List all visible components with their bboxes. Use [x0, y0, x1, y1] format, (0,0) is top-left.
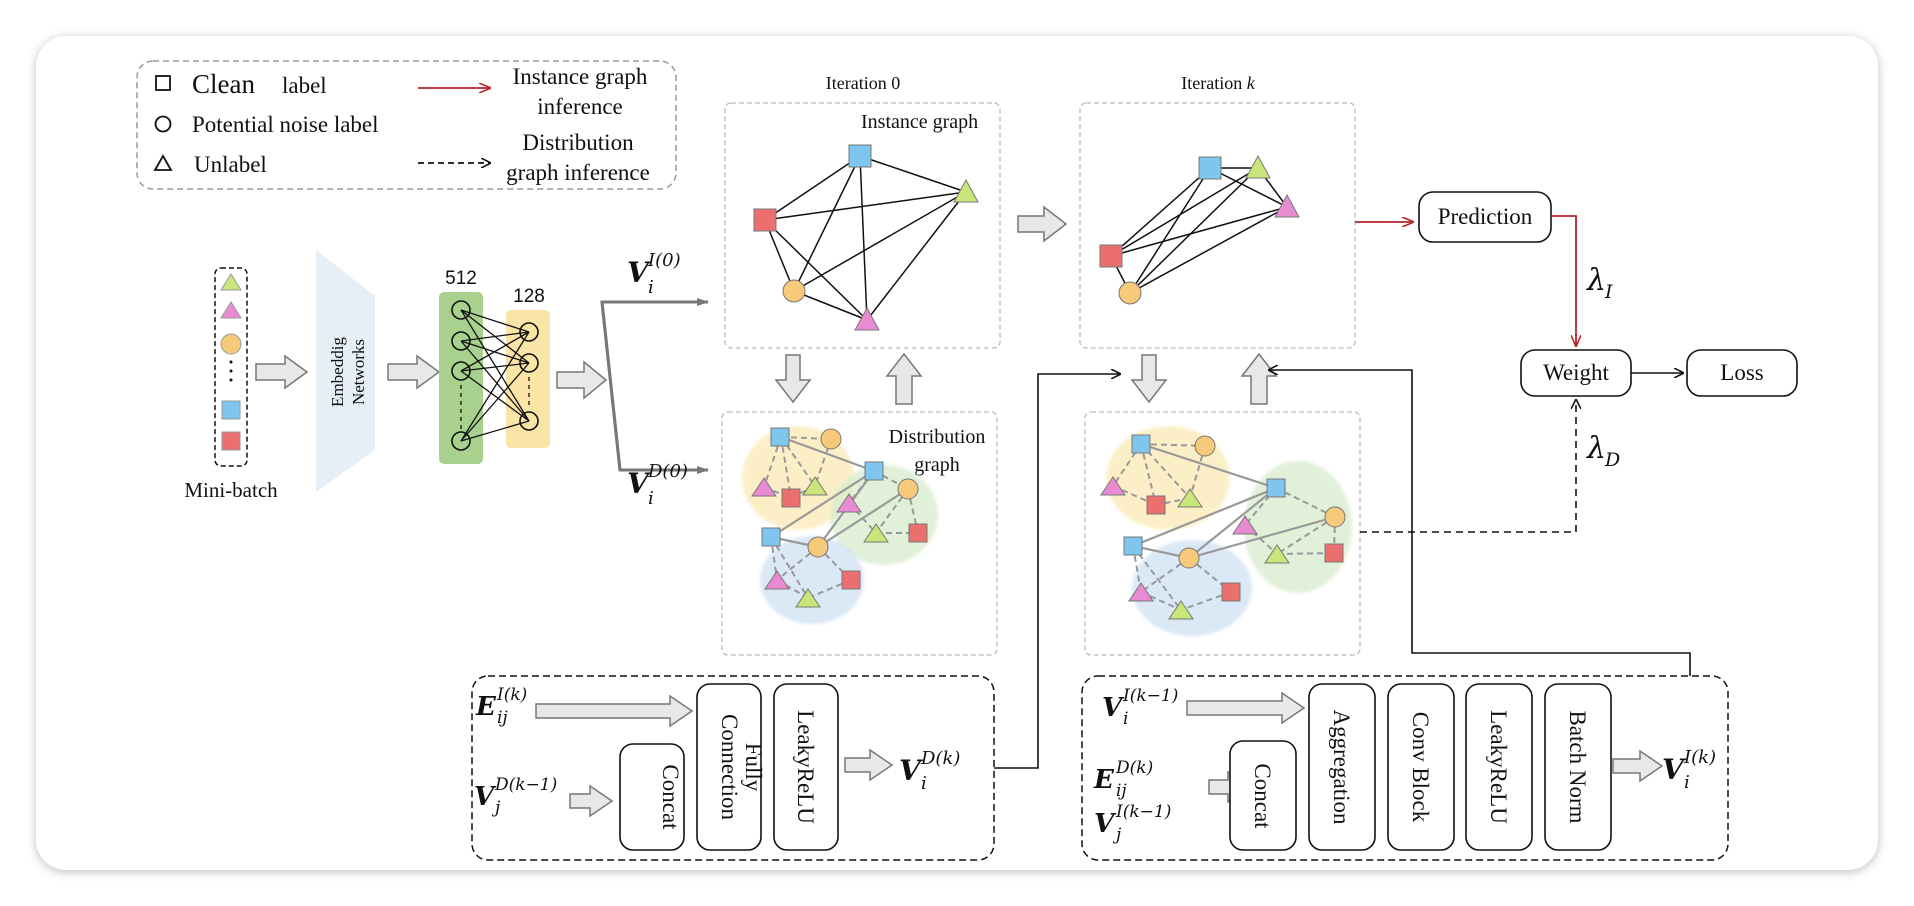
leakyrelu-label-right: LeakyReLU	[1486, 710, 1511, 824]
aggregation-box	[1308, 683, 1376, 851]
prediction-box	[1418, 191, 1552, 243]
leakyrelu-label-left: LeakyReLU	[793, 710, 818, 824]
right-vi-sup: I(k−1)	[1122, 686, 1178, 706]
concat-box-left	[619, 743, 685, 851]
legend: Clean label Potential noise label Unlabe…	[136, 60, 677, 190]
iteration-0-title: Iteration 0	[826, 73, 900, 93]
dist-graph-label-l2: graph	[914, 454, 960, 476]
right-e-sup: D(k)	[1115, 758, 1153, 778]
left-vj-symbol: V	[474, 782, 497, 812]
conv-block-label: Conv Block	[1408, 712, 1433, 823]
distribution-update-block: E I(k) ij V D(k−1) j Concat Fully Connec…	[471, 675, 995, 861]
concat-label-left: Concat	[658, 764, 683, 830]
output-section: Prediction λ I Weight Loss λ D	[1355, 191, 1798, 533]
left-e-symbol: E	[475, 692, 497, 722]
legend-unlabel: Unlabel	[194, 152, 267, 177]
lambda-d-sub: D	[1604, 449, 1620, 471]
conv-block-box	[1387, 683, 1455, 851]
right-vj-sup: I(k−1)	[1115, 802, 1171, 822]
fc-label-l1: Fully	[741, 743, 766, 792]
square-icon	[155, 75, 171, 91]
left-out-sup: D(k)	[920, 748, 960, 769]
left-e-sub: ij	[497, 708, 508, 728]
aggregation-label: Aggregation	[1329, 710, 1354, 825]
instance-update-block: V I(k−1) i E D(k) ij V I(k−1) j Concat A…	[1081, 675, 1729, 861]
triangle-icon	[153, 154, 173, 171]
right-out-symbol: V	[1662, 753, 1687, 786]
legend-instance-l1: Instance graph	[513, 64, 648, 89]
prediction-label: Prediction	[1438, 204, 1533, 229]
loss-box	[1686, 349, 1798, 397]
mini-batch-label: Mini-batch	[184, 478, 278, 502]
batchnorm-label: Batch Norm	[1565, 710, 1590, 823]
legend-instance-l2: inference	[537, 94, 623, 119]
fc-layers: 512 128	[439, 268, 550, 464]
embed-label-l2: Networks	[349, 339, 368, 405]
vi0-symbol: V	[627, 256, 652, 289]
fc-label-l2: Connection	[717, 714, 742, 821]
right-vi-sub: i	[1123, 709, 1128, 729]
feature-split: V I(0) i V D(0) i	[600, 250, 709, 509]
legend-dist-l1: Distribution	[522, 130, 634, 155]
right-vj-symbol: V	[1094, 809, 1117, 839]
right-out-sup: I(k)	[1683, 747, 1716, 768]
iteration-k: Iteration k	[1079, 73, 1361, 656]
circle-icon	[154, 115, 172, 133]
leakyrelu-box-right	[1465, 683, 1533, 851]
left-out-sub: i	[921, 773, 927, 794]
mini-batch: Mini-batch	[184, 267, 278, 502]
instance-graph-k-panel	[1079, 102, 1356, 349]
legend-noise: Potential noise label	[192, 112, 379, 137]
left-vj-sub: j	[491, 798, 501, 818]
embed-label-l1: Embeddig	[328, 337, 347, 407]
loss-label: Loss	[1720, 360, 1764, 385]
right-vi-symbol: V	[1102, 693, 1125, 723]
iteration-0: Iteration 0 Instance graph Distribution …	[721, 73, 1001, 656]
right-vj-sub: j	[1112, 825, 1122, 845]
legend-clean: Clean	[192, 69, 255, 99]
left-vj-sup: D(k−1)	[494, 775, 557, 795]
vd0-symbol: V	[627, 467, 652, 500]
vd0-sup: D(0)	[647, 461, 688, 482]
right-out-sub: i	[1684, 772, 1690, 793]
embedding-network: Embeddig Networks	[316, 250, 375, 492]
leakyrelu-box-left	[773, 683, 839, 851]
vd0-sub: i	[648, 488, 654, 509]
concat-box-right	[1229, 740, 1297, 851]
left-out-symbol: V	[899, 754, 924, 787]
lambda-i-sub: I	[1604, 281, 1613, 303]
right-e-symbol: E	[1093, 765, 1115, 795]
concat-label-right: Concat	[1250, 763, 1275, 829]
layer-512-label: 512	[445, 268, 477, 289]
block-arrows	[255, 205, 1278, 405]
instance-graph-label: Instance graph	[861, 111, 978, 133]
dist-graph-label-l1: Distribution	[889, 426, 986, 448]
vi0-sub: i	[648, 277, 654, 298]
right-e-sub: ij	[1116, 781, 1127, 801]
legend-dist-l2: graph inference	[506, 160, 650, 185]
iteration-k-title: Iteration k	[1181, 73, 1255, 93]
lambda-d: λ	[1586, 431, 1606, 466]
batchnorm-box	[1544, 683, 1612, 851]
layer-128-label: 128	[513, 286, 545, 307]
fc-box	[696, 683, 762, 851]
vi0-sup: I(0)	[647, 250, 681, 271]
lambda-i: λ	[1586, 263, 1606, 298]
left-e-sup: I(k)	[496, 685, 527, 705]
legend-clean-suffix: label	[282, 73, 327, 98]
weight-label: Weight	[1543, 360, 1609, 385]
